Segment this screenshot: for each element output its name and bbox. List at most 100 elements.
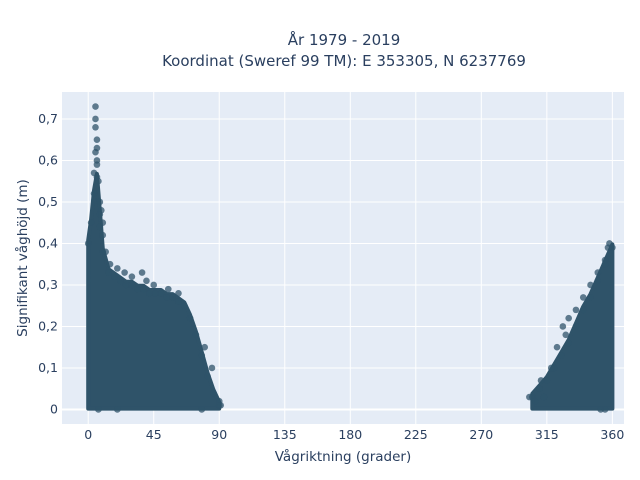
chart-title-line2: Koordinat (Sweref 99 TM): E 353305, N 62…	[162, 52, 526, 70]
y-tick-label: 0,6	[38, 152, 58, 167]
data-point	[186, 314, 194, 322]
x-tick-label: 90	[211, 427, 227, 442]
data-point	[84, 240, 92, 247]
y-tick-label: 0	[50, 401, 58, 416]
data-point	[143, 277, 150, 285]
data-cluster	[530, 242, 615, 411]
data-point	[102, 248, 109, 256]
data-point	[128, 281, 136, 289]
data-point	[98, 206, 105, 214]
data-point	[95, 177, 102, 185]
x-axis-title: Vågriktning (grader)	[275, 448, 412, 465]
data-point	[151, 289, 159, 297]
data-point	[96, 223, 104, 231]
data-point	[93, 161, 101, 168]
y-axis-ticks: 0 0,1 0,2 0,3 0,4 0,5 0,6 0,7	[38, 111, 58, 417]
data-point	[531, 397, 539, 405]
data-point	[217, 402, 224, 409]
data-point	[99, 231, 107, 239]
y-tick-label: 0,1	[38, 360, 58, 375]
data-point	[547, 364, 555, 372]
data-point	[562, 331, 570, 339]
data-point	[106, 260, 114, 268]
x-tick-label: 270	[469, 427, 493, 442]
data-point	[138, 269, 146, 276]
y-axis-title: Signifikant våghöjd (m)	[14, 179, 31, 337]
data-point	[579, 306, 587, 314]
x-tick-label: 315	[535, 427, 559, 442]
data-point	[565, 339, 572, 347]
data-point	[565, 314, 572, 322]
data-point	[594, 269, 602, 276]
data-point	[92, 148, 99, 156]
x-axis-ticks: 0 45 90 135 180 225 270 315 360	[84, 427, 624, 442]
data-point	[204, 372, 211, 380]
data-point	[175, 289, 182, 297]
data-point	[146, 289, 153, 297]
data-point	[198, 406, 206, 413]
data-point	[579, 294, 587, 301]
data-point	[128, 273, 136, 280]
y-tick-label: 0,2	[38, 318, 58, 333]
y-tick-label: 0,3	[38, 277, 58, 292]
data-point	[93, 136, 101, 144]
data-point	[157, 289, 165, 297]
data-point	[105, 269, 112, 276]
data-point	[140, 285, 147, 293]
data-point	[163, 294, 171, 301]
data-point	[175, 298, 182, 305]
data-point	[116, 277, 124, 285]
data-point	[90, 169, 98, 177]
data-point	[134, 285, 142, 293]
data-point	[572, 323, 580, 330]
data-point	[114, 265, 121, 272]
chart-title-line1: År 1979 - 2019	[288, 30, 401, 49]
data-point	[181, 302, 188, 310]
data-point	[558, 352, 565, 359]
x-tick-label: 0	[84, 427, 92, 442]
data-point	[95, 406, 102, 413]
data-point	[587, 281, 594, 289]
data-point	[192, 331, 200, 339]
data-point	[164, 285, 172, 293]
data-point	[198, 352, 206, 359]
y-tick-label: 0,5	[38, 194, 58, 209]
x-tick-label: 225	[404, 427, 428, 442]
data-point	[553, 343, 561, 351]
data-points	[90, 103, 613, 413]
data-point	[92, 123, 99, 131]
data-point	[87, 219, 95, 227]
data-point	[92, 115, 99, 123]
y-tick-label: 0,7	[38, 111, 58, 126]
data-point	[92, 103, 99, 110]
data-point	[601, 256, 609, 264]
data-point	[536, 385, 543, 393]
x-tick-label: 135	[273, 427, 297, 442]
grid-lines	[62, 92, 624, 424]
data-point	[572, 306, 580, 314]
data-point	[606, 240, 613, 247]
data-point	[121, 269, 128, 276]
data-point	[201, 343, 208, 351]
data-point	[114, 406, 121, 413]
data-point	[169, 294, 176, 301]
data-point	[587, 294, 594, 301]
x-tick-label: 360	[600, 427, 624, 442]
data-point	[210, 389, 217, 397]
data-point	[96, 198, 104, 206]
data-point	[540, 393, 548, 401]
data-point	[601, 406, 609, 413]
y-tick-label: 0,4	[38, 235, 58, 250]
data-point	[111, 273, 118, 280]
data-point	[208, 364, 216, 372]
x-tick-label: 180	[338, 427, 362, 442]
data-point	[122, 281, 130, 289]
data-point	[594, 277, 602, 285]
data-point	[559, 323, 567, 330]
x-tick-label: 45	[146, 427, 162, 442]
data-point	[537, 377, 545, 384]
data-point	[543, 377, 551, 384]
data-point	[526, 393, 533, 401]
data-point	[150, 281, 158, 289]
